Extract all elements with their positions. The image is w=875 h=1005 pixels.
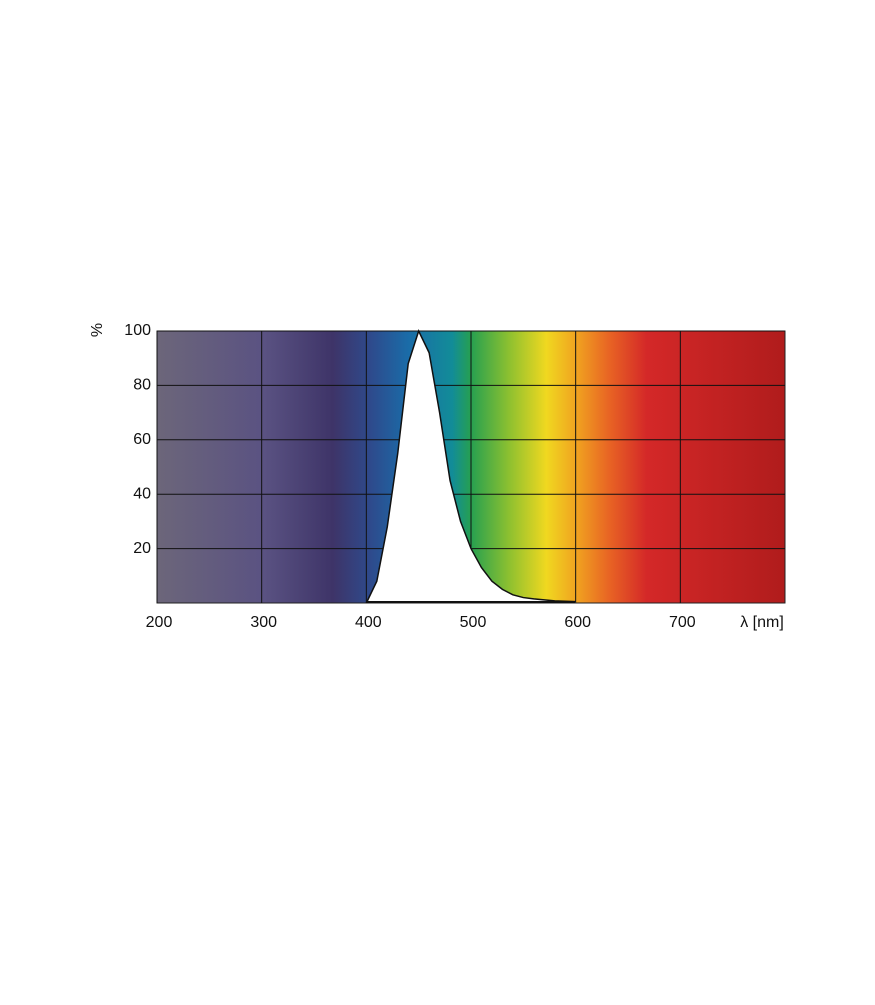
x-axis-label: λ [nm] — [740, 614, 784, 631]
x-tick-label: 200 — [146, 614, 173, 631]
y-tick-label: 60 — [133, 431, 151, 448]
x-tick-label: 400 — [355, 614, 382, 631]
y-tick-label: 100 — [124, 322, 151, 339]
line — [365, 328, 576, 604]
y-tick-label: 40 — [133, 485, 151, 502]
x-tick-label: 300 — [250, 614, 277, 631]
y-tick-label: 20 — [133, 540, 151, 557]
x-tick-label: 600 — [564, 614, 591, 631]
x-tick-label: 500 — [460, 614, 487, 631]
y-axis-label: % — [89, 323, 106, 337]
y-tick-label: 80 — [133, 377, 151, 394]
area — [366, 331, 576, 603]
x-tick-label: 700 — [669, 614, 696, 631]
